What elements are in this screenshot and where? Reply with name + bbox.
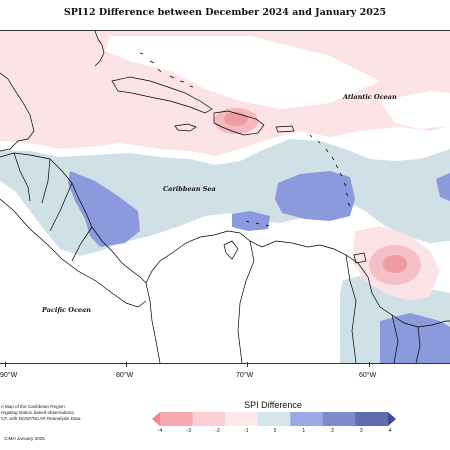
spi-difference-map xyxy=(0,30,450,364)
pacific-ocean-label: Pacific Ocean xyxy=(42,306,91,314)
florida-coast xyxy=(94,31,105,67)
lake-maracaibo-outline xyxy=(223,240,239,260)
central-america-pacific-coast xyxy=(0,198,147,308)
legend-bin xyxy=(257,412,291,426)
atlantic-ocean-label: Atlantic Ocean xyxy=(343,93,397,101)
legend-bin xyxy=(322,412,356,426)
legend-tick-label: 4 xyxy=(388,428,392,434)
tick-mark-70w xyxy=(247,362,248,367)
neutral-patch-bahamas xyxy=(105,36,380,109)
tick-label-60w: 60°W xyxy=(359,372,377,379)
colombia-pacific-coast xyxy=(145,282,161,363)
venezuela-guyana-border xyxy=(345,254,357,363)
trinidad-outline xyxy=(353,252,367,264)
legend-tick-label: -4 xyxy=(157,428,163,434)
central-america-borders xyxy=(13,152,93,262)
legend-tick-labels: -4 -3 -2 -1 0 1 2 3 4 xyxy=(157,428,392,436)
wet-patch-east xyxy=(436,173,450,201)
tick-mark-90w xyxy=(5,362,6,367)
credit-line-1: n Map of the Caribbean Region xyxy=(1,404,65,409)
dry-spot-trinidad-core xyxy=(383,255,407,273)
tick-mark-60w xyxy=(369,362,370,367)
caribbean-sea-label: Caribbean Sea xyxy=(163,185,216,193)
tick-label-90w: 90°W xyxy=(0,372,18,379)
map-svg xyxy=(0,31,450,363)
credit-line-3: CF, with NCEP/NCAR Reanalysis Data. xyxy=(1,416,82,421)
legend-tick-label: 2 xyxy=(331,428,334,434)
abc-islands-outline xyxy=(245,220,270,227)
neutral-pacific xyxy=(0,181,150,363)
legend-bin xyxy=(192,412,226,426)
legend-bin xyxy=(160,412,193,426)
credit-line-4: CIMH January 2025 xyxy=(4,436,45,441)
dry-spot-core xyxy=(224,112,248,126)
legend-bin xyxy=(290,412,324,426)
coastlines xyxy=(0,31,450,363)
legend-tick-label: 1 xyxy=(302,428,306,434)
credit-line-2: regating station based observations, xyxy=(1,410,75,415)
legend-bin xyxy=(152,412,160,426)
wet-patch-central xyxy=(275,171,355,221)
legend-title: SPI Difference xyxy=(244,400,302,410)
neutral-inland-south-america xyxy=(150,227,345,363)
map-title: SPI12 Difference between December 2024 a… xyxy=(63,7,387,18)
jamaica-outline xyxy=(174,123,197,132)
legend-bin xyxy=(355,412,389,426)
legend-bin xyxy=(388,412,396,426)
tick-label-70w: 70°W xyxy=(236,372,254,379)
legend-tick-label: -3 xyxy=(186,428,191,434)
legend-bin xyxy=(225,412,259,426)
wet-patch-guianas xyxy=(380,313,450,363)
hispaniola-outline xyxy=(213,110,265,136)
colombia-venezuela-border xyxy=(237,240,255,363)
wet-patch-colombia-coast xyxy=(232,211,270,231)
legend-bins xyxy=(152,412,396,426)
neutral-patch-east xyxy=(380,91,450,129)
legend-tick-label: -1 xyxy=(244,428,249,434)
tick-mark-80w xyxy=(126,362,127,367)
bahamas-outline xyxy=(139,52,194,88)
cuba-outline xyxy=(111,76,213,114)
south-america-north-coast xyxy=(145,230,450,328)
legend-tick-label: 3 xyxy=(359,428,363,434)
legend-tick-label: -2 xyxy=(215,428,220,434)
guyana-suriname-border xyxy=(391,314,399,363)
suriname-guiana-border xyxy=(415,326,421,363)
legend-colorbar xyxy=(152,412,396,426)
yucatan-coast xyxy=(0,72,35,152)
tick-label-80w: 80°W xyxy=(116,372,134,379)
central-america-caribbean-coast xyxy=(0,152,147,284)
wet-patch-west xyxy=(68,171,140,247)
puerto-rico-outline xyxy=(275,125,295,133)
lesser-antilles-outline xyxy=(309,134,351,207)
legend-tick-label: 0 xyxy=(273,428,277,434)
